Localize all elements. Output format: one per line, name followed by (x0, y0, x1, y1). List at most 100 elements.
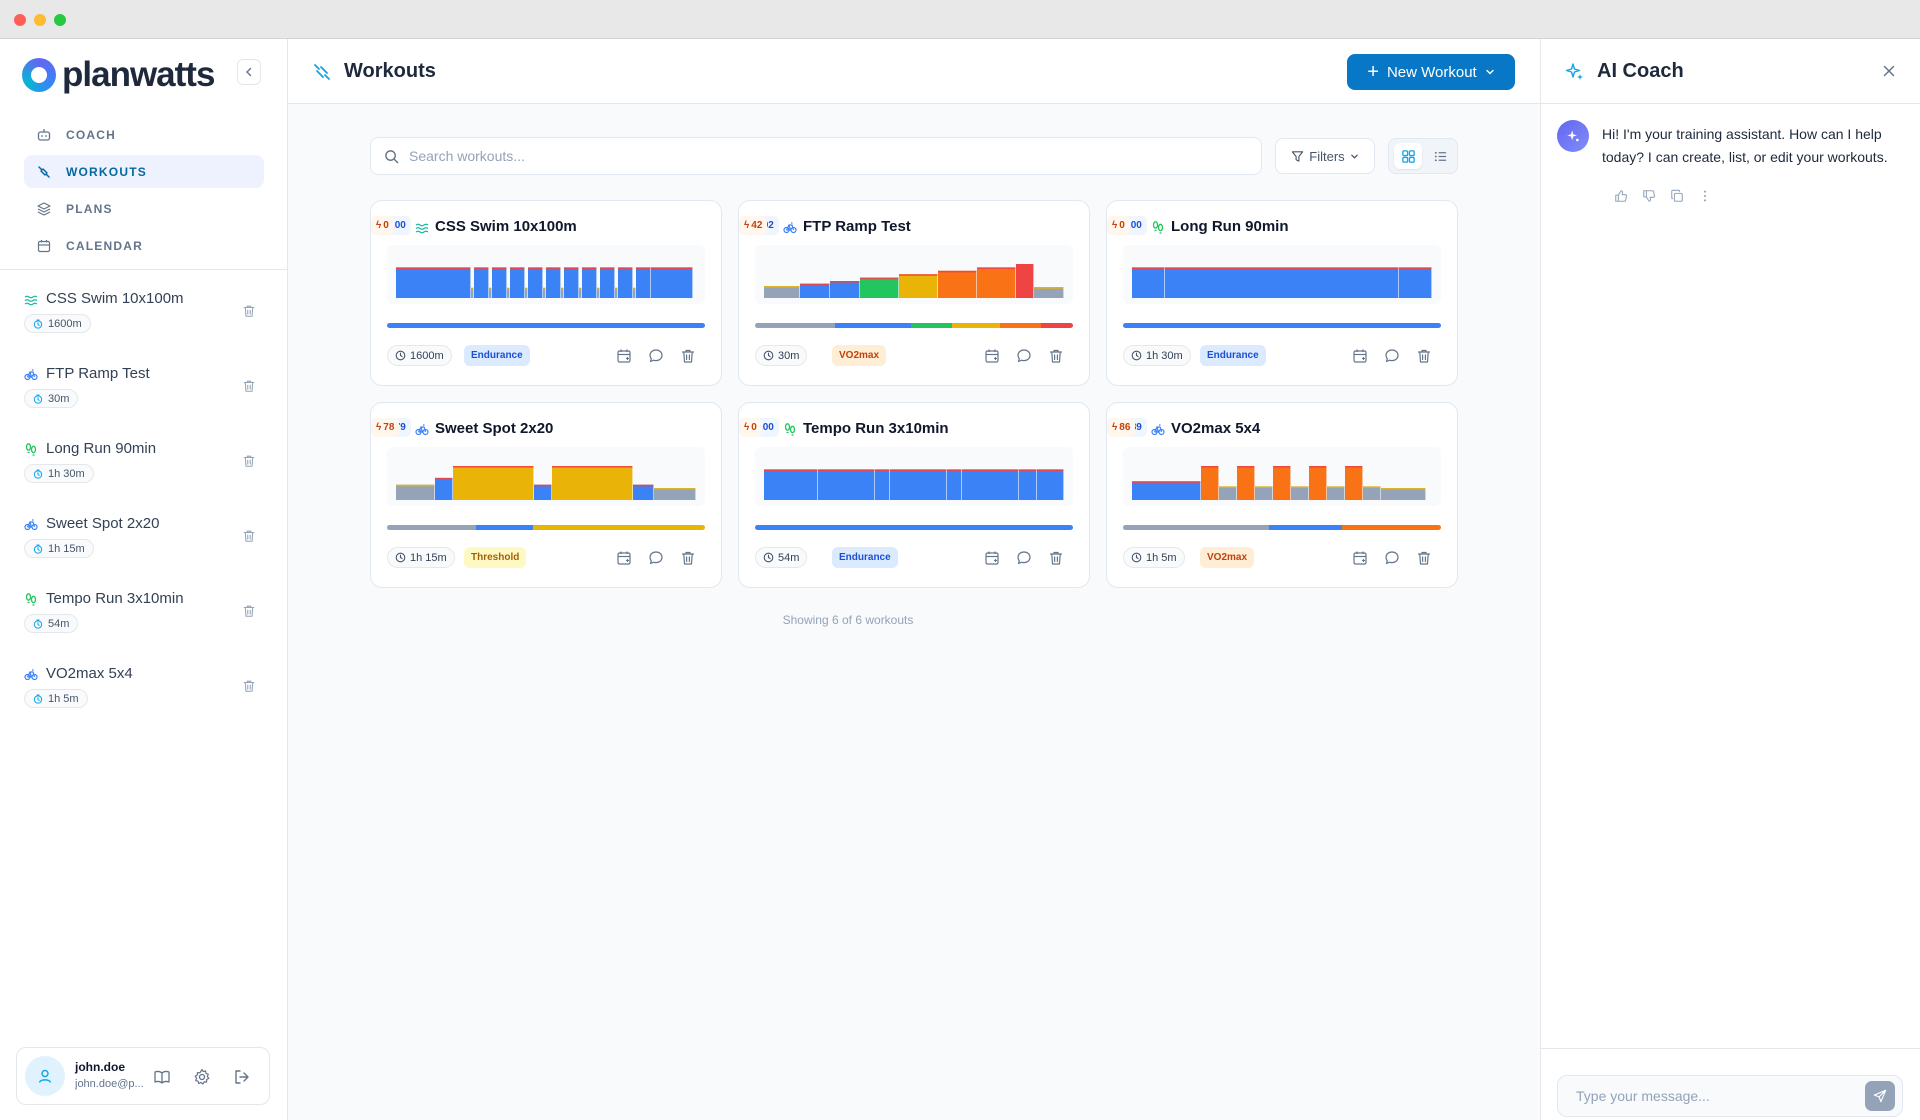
profile-segment (1399, 267, 1432, 298)
nav-item-coach[interactable]: COACH (24, 118, 264, 151)
workout-card[interactable]: Sweet Spot 2x20 ↗0.79 ϟ78 1h 15m Thresho… (370, 402, 722, 588)
chat-icon[interactable] (1016, 348, 1032, 364)
trash-icon[interactable] (242, 454, 256, 468)
profile-segment (633, 287, 636, 298)
trash-icon[interactable] (242, 604, 256, 618)
bolt-icon: ϟ (1112, 220, 1118, 231)
duration-pill: 1h 30m (24, 464, 94, 483)
chat-icon[interactable] (1384, 550, 1400, 566)
schedule-icon[interactable] (1352, 550, 1368, 566)
profile-segment-top (1309, 466, 1327, 468)
chat-icon[interactable] (648, 550, 664, 566)
trash-icon[interactable] (1416, 348, 1432, 364)
book-icon[interactable] (153, 1068, 171, 1086)
profile-segment (528, 267, 543, 298)
profile-segment-top (525, 287, 528, 290)
workout-card[interactable]: FTP Ramp Test ↗0.92 ϟ42 30m VO2max (738, 200, 1090, 386)
chat-icon[interactable] (1016, 550, 1032, 566)
workout-card[interactable]: CSS Swim 10x100m ↗0.00 ϟ0 1600m Enduranc… (370, 200, 722, 386)
profile-segment-top (1165, 267, 1399, 269)
list-view-button[interactable] (1426, 143, 1454, 169)
schedule-icon[interactable] (984, 550, 1000, 566)
profile-segment (543, 287, 546, 298)
sidebar-workout-item[interactable]: VO2max 5x4 1h 5m (0, 664, 287, 739)
thumbs-down-icon[interactable] (1642, 189, 1656, 203)
duration-pill: 1600m (387, 345, 452, 366)
schedule-icon[interactable] (616, 348, 632, 364)
trash-icon[interactable] (1048, 348, 1064, 364)
sidebar-workout-title-text: CSS Swim 10x100m (46, 290, 184, 307)
trash-icon[interactable] (680, 550, 696, 566)
logout-icon[interactable] (233, 1068, 251, 1086)
sidebar-workout-item[interactable]: Long Run 90min 1h 30m (0, 439, 287, 514)
trash-icon[interactable] (242, 379, 256, 393)
sidebar-workout-item[interactable]: CSS Swim 10x100m 1600m (0, 289, 287, 364)
window-minimize-button[interactable] (34, 14, 46, 26)
profile-segment-top (489, 287, 492, 290)
sidebar-workout-item[interactable]: Sweet Spot 2x20 1h 15m (0, 514, 287, 589)
profile-svg (1132, 466, 1426, 500)
intensity-value: 0.00 (386, 220, 406, 231)
profile-segment-top (507, 287, 510, 290)
schedule-icon[interactable] (1352, 348, 1368, 364)
schedule-icon[interactable] (984, 348, 1000, 364)
duration-text: 1600m (48, 317, 82, 330)
nav-item-calendar[interactable]: CALENDAR (24, 229, 264, 262)
profile-segment (938, 270, 977, 298)
workout-card[interactable]: VO2max 5x4 ↗0.89 ϟ86 1h 5m VO2max (1106, 402, 1458, 588)
window-close-button[interactable] (14, 14, 26, 26)
copy-icon[interactable] (1670, 189, 1684, 203)
tss-value: 0 (383, 220, 389, 231)
schedule-icon[interactable] (616, 550, 632, 566)
profile-segment-top (615, 287, 618, 290)
sidebar-workout-item[interactable]: FTP Ramp Test 30m (0, 364, 287, 439)
chat-icon[interactable] (1384, 348, 1400, 364)
grid-view-button[interactable] (1394, 143, 1422, 169)
zone-segment (387, 525, 477, 530)
profile-segment (1019, 469, 1037, 500)
filters-button[interactable]: Filters (1275, 138, 1375, 174)
close-icon[interactable] (1881, 63, 1897, 79)
more-vertical-icon[interactable] (1698, 189, 1712, 203)
profile-segment-top (633, 484, 654, 487)
trash-icon[interactable] (242, 304, 256, 318)
chat-message-input[interactable]: Type your message... (1557, 1075, 1903, 1117)
profile-segment (636, 267, 651, 298)
search-input[interactable]: Search workouts... (370, 137, 1262, 175)
thumbs-up-icon[interactable] (1614, 189, 1628, 203)
gear-icon[interactable] (193, 1068, 211, 1086)
nav-item-workouts[interactable]: WORKOUTS (24, 155, 264, 188)
trash-icon[interactable] (242, 529, 256, 543)
trash-icon[interactable] (242, 679, 256, 693)
brand-logo[interactable]: planwatts (22, 53, 215, 97)
workout-card[interactable]: Long Run 90min ↗0.00 ϟ0 1h 30m Endurance (1106, 200, 1458, 386)
trash-icon[interactable] (1048, 550, 1064, 566)
sidebar-workout-title: CSS Swim 10x100m (24, 289, 287, 307)
chat-icon[interactable] (648, 348, 664, 364)
sidebar-workout-item[interactable]: Tempo Run 3x10min 54m (0, 589, 287, 664)
profile-segment (860, 277, 899, 298)
layers-icon (37, 201, 51, 216)
clock-icon (395, 350, 406, 361)
workout-card[interactable]: Tempo Run 3x10min ↗0.00 ϟ0 54m Endurance (738, 402, 1090, 588)
profile-segment (1255, 486, 1273, 500)
zone-segment (1342, 525, 1441, 530)
zone-segment (952, 323, 1000, 328)
zone-segment (1269, 525, 1343, 530)
results-count: Showing 6 of 6 workouts (288, 613, 1540, 627)
profile-segment (962, 469, 1019, 500)
bolt-icon: ϟ (744, 220, 750, 231)
trash-icon[interactable] (680, 348, 696, 364)
trash-icon[interactable] (1416, 550, 1432, 566)
collapse-sidebar-button[interactable] (237, 59, 261, 85)
profile-segment (597, 287, 600, 298)
profile-segment (1381, 488, 1426, 500)
send-button[interactable] (1865, 1081, 1895, 1111)
sidebar-workout-title-text: VO2max 5x4 (46, 665, 133, 682)
user-card[interactable]: john.doe john.doe@p... (16, 1047, 270, 1105)
window-maximize-button[interactable] (54, 14, 66, 26)
nav-item-plans[interactable]: PLANS (24, 192, 264, 225)
results-count-text: Showing 6 of 6 workouts (782, 613, 914, 627)
profile-segment (510, 267, 525, 298)
new-workout-button[interactable]: + New Workout (1347, 54, 1515, 90)
